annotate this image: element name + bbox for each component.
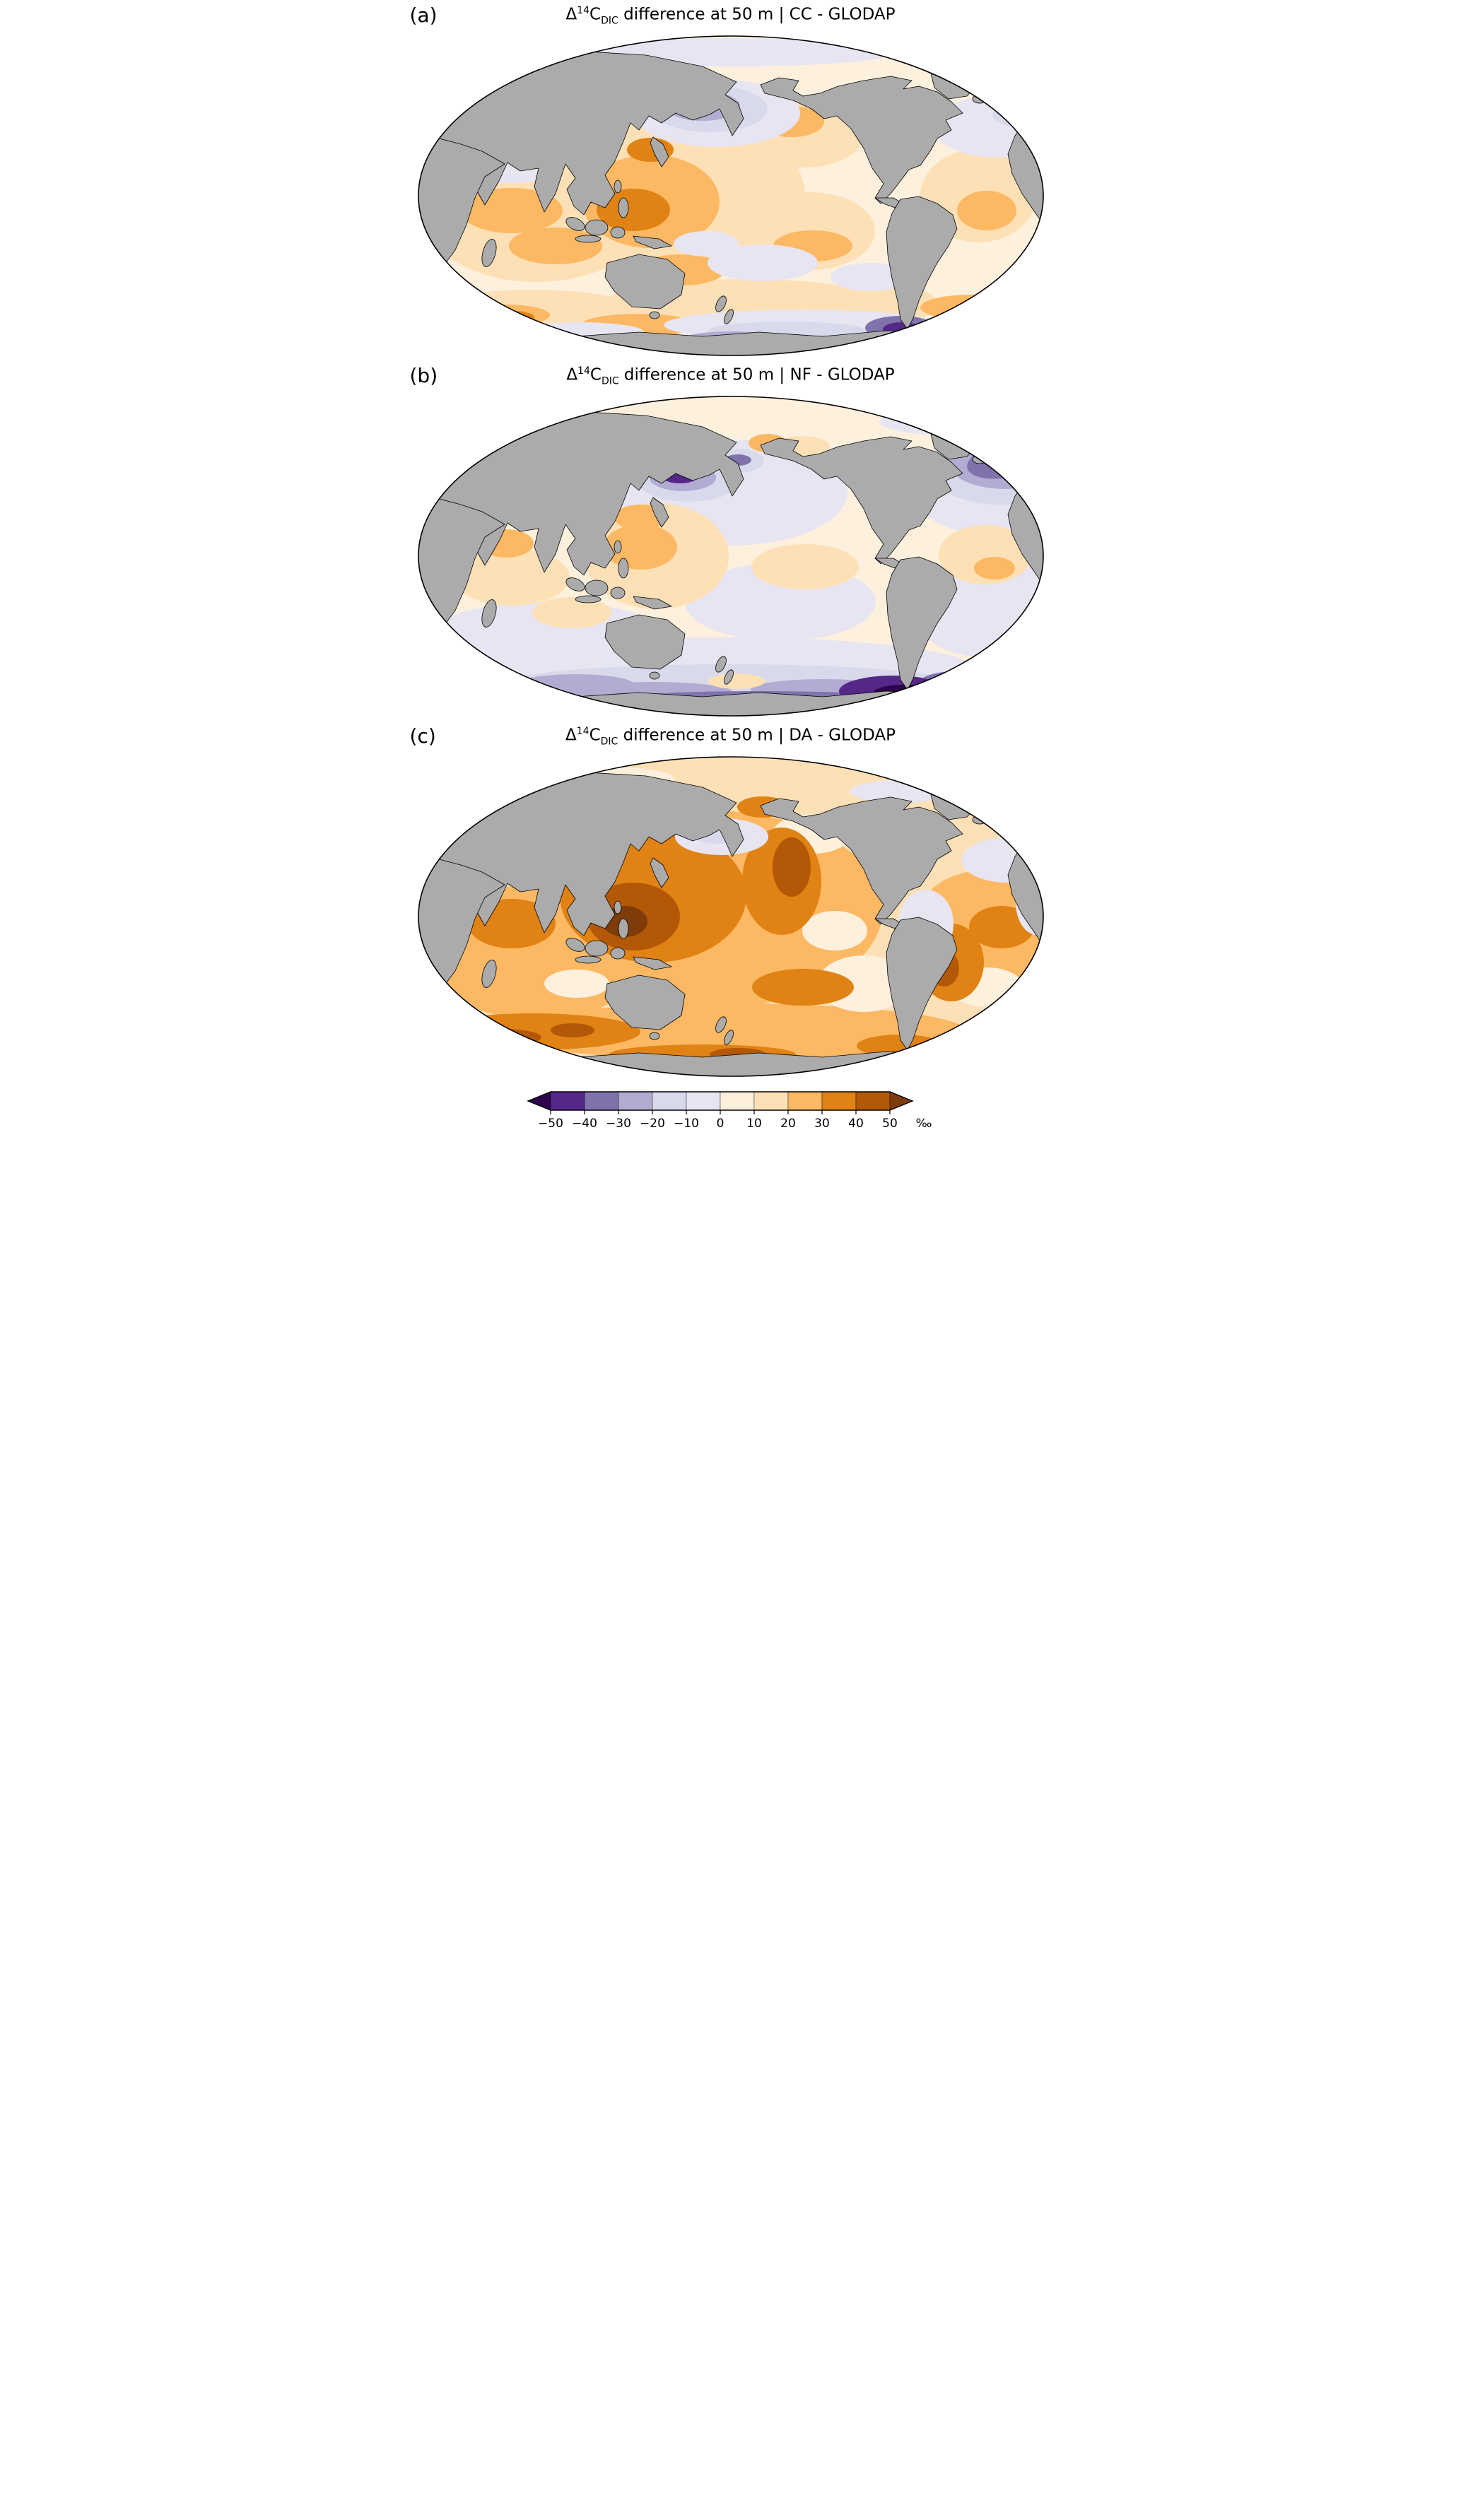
contour-region: [802, 911, 867, 950]
map-panel-a: [417, 35, 1044, 356]
colorbar-tick-label: −10: [674, 1117, 699, 1131]
panel-a-title: Δ14CDIC difference at 50 m | CC - GLODAP: [565, 5, 895, 26]
contour-region: [751, 969, 854, 1006]
figure: (a) Δ14CDIC difference at 50 m | CC - GL…: [406, 0, 1056, 1145]
title-rest: difference at 50 m | NF - GLODAP: [618, 365, 895, 384]
contour-region: [673, 231, 739, 257]
contour-region: [550, 1023, 594, 1037]
title-species: DIC: [600, 736, 618, 748]
contour-region: [474, 310, 534, 324]
title-rest: difference at 50 m | CC - GLODAP: [618, 5, 896, 24]
panel-a-label: (a): [409, 4, 438, 27]
colorbar-segment: [550, 1091, 585, 1111]
title-isotope: 14: [576, 725, 589, 737]
title-element: C: [589, 5, 602, 24]
panel-a: (a) Δ14CDIC difference at 50 m | CC - GL…: [406, 1, 1056, 362]
contour-region: [966, 663, 1043, 685]
contour-region: [517, 674, 633, 694]
colorbar-tick-label: 50: [882, 1117, 898, 1131]
contour-region: [997, 999, 1043, 1022]
title-element: C: [589, 726, 601, 745]
colorbar-tick-label: −50: [538, 1117, 563, 1131]
map-panel-c: [417, 756, 1044, 1077]
contour-region: [949, 438, 1043, 489]
panel-b-title: Δ14CDIC difference at 50 m | NF - GLODAP: [566, 365, 894, 387]
contour-region: [462, 305, 550, 326]
contour-region: [596, 189, 670, 231]
colorbar-tick-label: 40: [848, 1117, 864, 1131]
panel-a-header: (a) Δ14CDIC difference at 50 m | CC - GL…: [406, 1, 1056, 30]
colorbar-segment: [787, 1091, 822, 1111]
colorbar-segment: [753, 1091, 788, 1111]
title-species: DIC: [601, 15, 618, 27]
contour-region: [425, 1013, 640, 1050]
colorbar-svg: −50 −40 −30 −20 −10 0 10 20 30 40 50 ‰: [526, 1091, 932, 1131]
contour-region: [544, 970, 609, 998]
title-delta: Δ: [565, 726, 577, 745]
panel-b-label: (b): [409, 364, 438, 387]
contour-region: [772, 837, 811, 897]
map-outline: [417, 756, 1044, 1077]
colorbar-segment: [855, 1091, 890, 1111]
colorbar: −50 −40 −30 −20 −10 0 10 20 30 40 50 ‰: [406, 1083, 1056, 1145]
panel-b: (b) Δ14CDIC difference at 50 m | NF - GL…: [406, 362, 1056, 722]
title-element: C: [589, 365, 602, 384]
contour-region: [973, 557, 1015, 579]
contour-region: [603, 524, 677, 570]
contour-region: [477, 1035, 515, 1043]
map-b-contours: [418, 396, 1043, 716]
title-rest: difference at 50 m | DA - GLODAP: [618, 726, 896, 745]
contour-region: [830, 263, 910, 291]
contour-region: [462, 1029, 541, 1046]
colorbar-segment: [652, 1091, 686, 1111]
contour-region: [751, 544, 859, 589]
colorbar-tick-label: 20: [780, 1117, 796, 1131]
map-panel-b: [417, 396, 1044, 717]
contour-region: [707, 245, 818, 281]
colorbar-unit-label: ‰: [915, 1117, 932, 1131]
panel-c-title: Δ14CDIC difference at 50 m | DA - GLODAP: [565, 726, 896, 747]
map-a-contours: [418, 36, 1043, 355]
colorbar-tick-label: 30: [814, 1117, 830, 1131]
panel-c-header: (c) Δ14CDIC difference at 50 m | DA - GL…: [406, 722, 1056, 750]
colorbar-segment: [686, 1091, 720, 1111]
colorbar-tick-label: 0: [716, 1117, 724, 1131]
title-isotope: 14: [577, 4, 590, 16]
colorbar-segment: [821, 1091, 856, 1111]
title-delta: Δ: [566, 365, 578, 384]
panel-b-header: (b) Δ14CDIC difference at 50 m | NF - GL…: [406, 362, 1056, 390]
contour-region: [956, 191, 1016, 230]
colorbar-extend-high: [889, 1091, 913, 1111]
colorbar-ticks: [549, 1110, 891, 1114]
contour-region: [708, 673, 765, 689]
colorbar-tick-label: −30: [606, 1117, 631, 1131]
colorbar-segment: [618, 1091, 652, 1111]
panel-c-label: (c): [409, 724, 436, 748]
colorbar-extend-low: [527, 1091, 551, 1111]
title-isotope: 14: [577, 365, 590, 377]
colorbar-tick-label: 10: [746, 1117, 762, 1131]
contour-region: [920, 671, 1008, 693]
colorbar-tick-label: −20: [640, 1117, 665, 1131]
panel-c: (c) Δ14CDIC difference at 50 m | DA - GL…: [406, 722, 1056, 1083]
map-outline: [417, 396, 1044, 717]
colorbar-tick-label: −40: [572, 1117, 597, 1131]
contour-region: [532, 597, 611, 628]
map-outline: [417, 35, 1044, 356]
title-species: DIC: [601, 375, 619, 387]
contour-region: [879, 409, 999, 435]
colorbar-segment: [720, 1091, 754, 1111]
contour-region: [987, 443, 1042, 466]
colorbar-segment: [584, 1091, 618, 1111]
title-delta: Δ: [565, 5, 577, 24]
map-c-contours: [418, 757, 1043, 1076]
